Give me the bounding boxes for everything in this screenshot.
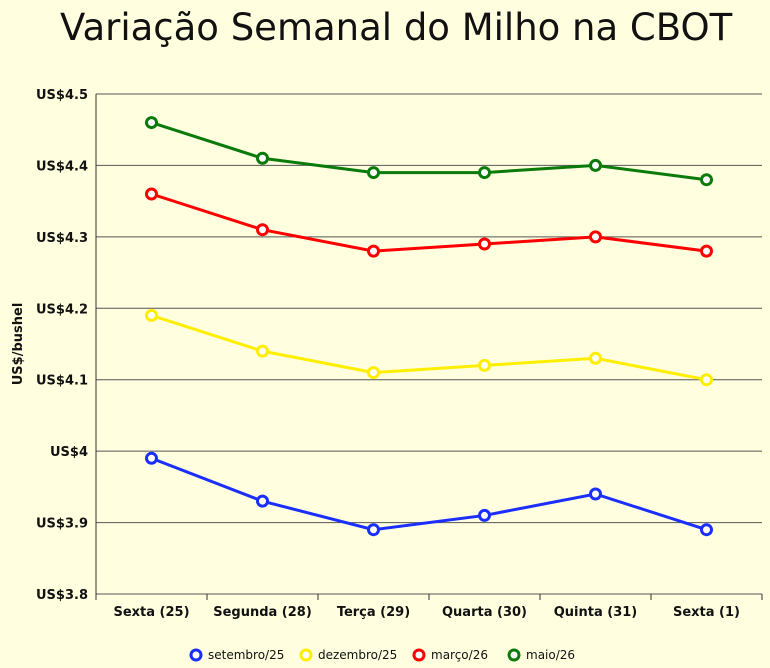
data-point [256, 344, 269, 358]
data-point [478, 237, 491, 251]
data-point [589, 158, 602, 172]
y-tick-label: US$3.8 [36, 588, 88, 603]
series-line [151, 192, 707, 253]
data-point [478, 508, 491, 522]
x-tick-label: Sexta (25) [113, 605, 189, 620]
series-line [151, 121, 707, 182]
x-tick-label: Quarta (30) [442, 605, 527, 620]
data-point [478, 358, 491, 372]
x-tick-label: Segunda (28) [213, 605, 312, 620]
legend-label: setembro/25 [208, 648, 284, 662]
data-point [589, 230, 602, 244]
data-point [367, 523, 380, 537]
series-line [151, 314, 707, 382]
y-tick-label: US$4.5 [36, 88, 88, 103]
data-point [700, 523, 713, 537]
legend-label: dezembro/25 [318, 648, 397, 662]
y-axis-label: US$/bushel [11, 303, 26, 386]
data-point [367, 366, 380, 380]
data-point [145, 451, 158, 465]
data-point [700, 373, 713, 387]
legend-marker [189, 648, 203, 662]
y-tick-label: US$4 [50, 445, 88, 460]
data-point [145, 116, 158, 130]
x-tick-label: Sexta (1) [673, 605, 740, 620]
series-line [150, 456, 707, 532]
legend-label: março/26 [431, 648, 488, 662]
x-tick-label: Terça (29) [337, 605, 410, 620]
data-point [589, 487, 602, 501]
data-point [256, 223, 269, 237]
y-tick-label: US$4.2 [36, 302, 88, 317]
legend-marker [412, 648, 426, 662]
data-point [145, 187, 158, 201]
chart-title: Variação Semanal do Milho na CBOT [60, 6, 733, 49]
data-point [700, 244, 713, 258]
data-point [145, 308, 158, 322]
legend-marker [299, 648, 313, 662]
data-point [700, 173, 713, 187]
y-tick-label: US$4.3 [36, 231, 88, 246]
legend-marker [507, 648, 521, 662]
y-tick-label: US$4.4 [36, 159, 88, 174]
legend-label: maio/26 [526, 648, 575, 662]
y-tick-label: US$3.9 [36, 517, 88, 532]
data-point [589, 351, 602, 365]
data-point [367, 244, 380, 258]
data-point [256, 494, 269, 508]
data-point [367, 166, 380, 180]
data-point [478, 166, 491, 180]
x-tick-label: Quinta (31) [554, 605, 638, 620]
y-tick-label: US$4.1 [36, 374, 88, 389]
data-point [256, 151, 269, 165]
